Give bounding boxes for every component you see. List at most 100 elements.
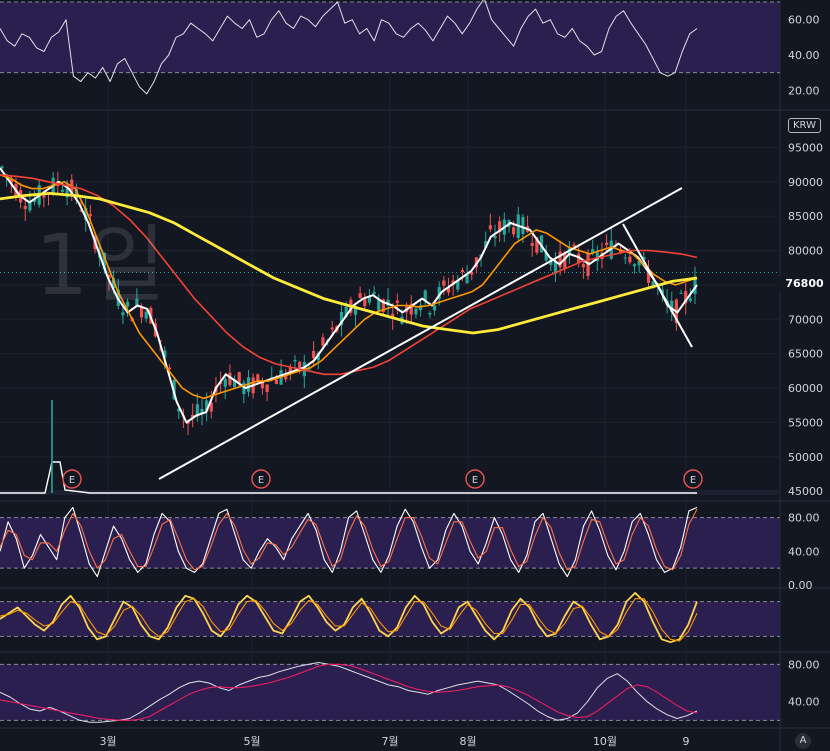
candle-body	[456, 280, 460, 290]
trendlines	[158, 187, 693, 480]
candle-body	[632, 264, 637, 267]
candle-body	[372, 292, 376, 294]
candle-body	[107, 274, 111, 279]
volume-layer	[0, 400, 780, 495]
candle-body	[84, 207, 88, 220]
candle-body	[0, 166, 4, 169]
price-y-tick: 95000	[788, 141, 823, 154]
candle-body	[549, 259, 553, 265]
candle-body	[288, 366, 292, 373]
candle-body	[74, 189, 79, 199]
candle-body	[163, 350, 167, 358]
candle-body	[209, 402, 213, 412]
price-y-tick: 85000	[788, 210, 823, 223]
candle-body	[232, 379, 237, 388]
x-tick-label: 5월	[243, 735, 260, 748]
candle-body	[65, 188, 69, 198]
earnings-marker-label: E	[258, 475, 264, 486]
candle-body	[660, 289, 665, 294]
candle-body	[363, 298, 367, 307]
stochastic-y-tick: 0.00	[788, 579, 813, 592]
ma-lines	[0, 167, 698, 424]
candle-body	[442, 280, 446, 286]
candle-body	[205, 400, 209, 412]
candle-body	[535, 237, 539, 253]
candle-body	[135, 298, 139, 306]
stochastic-band	[0, 517, 780, 569]
candle-body	[539, 235, 544, 253]
candle-body	[28, 202, 32, 211]
lower_oscillator-line-0	[0, 662, 698, 723]
candle-body	[377, 299, 381, 312]
indicator-lines	[0, 0, 698, 723]
candle-body	[437, 286, 441, 300]
earnings-marker-label: E	[472, 475, 478, 486]
candle-body	[470, 271, 474, 275]
candle-body	[102, 252, 106, 270]
price-y-tick: 65000	[788, 348, 823, 361]
x-axis-labels: 3월 5월 7월 8월 10월 9	[99, 735, 689, 748]
currency-button[interactable]: KRW	[788, 118, 821, 133]
x-tick-label: 9	[683, 735, 690, 748]
candle-body	[381, 299, 385, 312]
candle-body	[223, 379, 227, 387]
stoch_rsi-line-1	[0, 598, 698, 642]
candle-body	[242, 382, 246, 395]
candle-body	[646, 271, 651, 283]
candle-body	[9, 178, 13, 184]
interval-watermark: 1일	[35, 216, 166, 314]
x-tick-label: 10월	[593, 735, 617, 748]
candle-body	[125, 301, 130, 307]
stochastic-line-1	[0, 508, 698, 571]
stochastic-y-tick: 80.00	[788, 512, 820, 525]
candle-body	[177, 408, 181, 412]
ma-mid-line	[0, 174, 698, 400]
candle-body	[563, 252, 567, 270]
rsi-y-tick: 20.00	[788, 84, 820, 97]
candle-body	[670, 300, 674, 313]
earnings-marker-label: E	[69, 475, 75, 486]
candle-body	[195, 404, 199, 417]
downtrend-line	[622, 223, 693, 348]
candle-body	[353, 307, 358, 315]
stochastic-line-0	[0, 506, 698, 578]
candle-body	[191, 414, 195, 419]
candle-body	[409, 303, 413, 315]
earnings-marker	[683, 469, 703, 489]
lower_oscillator-y-tick: 80.00	[788, 658, 820, 671]
rsi-line-0	[0, 0, 698, 95]
candle-body	[628, 256, 632, 263]
candle-body	[591, 249, 595, 253]
volume-line	[0, 461, 697, 494]
candle-body	[465, 274, 469, 284]
auto-scale-button[interactable]: A	[795, 733, 811, 749]
candle-body	[512, 227, 516, 235]
candle-body	[605, 242, 609, 245]
candle-body	[595, 252, 599, 262]
candle-body	[367, 295, 372, 303]
candle-body	[642, 256, 646, 260]
candle-body	[432, 305, 437, 311]
candle-body	[79, 210, 83, 212]
candle-body	[139, 306, 144, 318]
x-tick-label: 3월	[99, 735, 116, 748]
uptrend-line	[158, 187, 683, 480]
candle-body	[693, 276, 697, 295]
candle-body	[684, 291, 688, 304]
candle-body	[553, 260, 558, 274]
lower_oscillator-band	[0, 664, 780, 721]
rsi-y-tick: 40.00	[788, 49, 820, 62]
candle-body	[265, 384, 269, 392]
candle-body	[237, 372, 241, 383]
candle-body	[637, 261, 641, 266]
price-y-tick: 60000	[788, 382, 823, 395]
candle-body	[498, 221, 502, 233]
candle-body	[321, 337, 325, 346]
candle-body	[167, 367, 172, 370]
candle-body	[414, 308, 418, 315]
candle-body	[484, 241, 488, 248]
earnings-marker-label: E	[690, 475, 696, 486]
candle-body	[23, 205, 27, 209]
earnings-marker	[251, 469, 271, 489]
